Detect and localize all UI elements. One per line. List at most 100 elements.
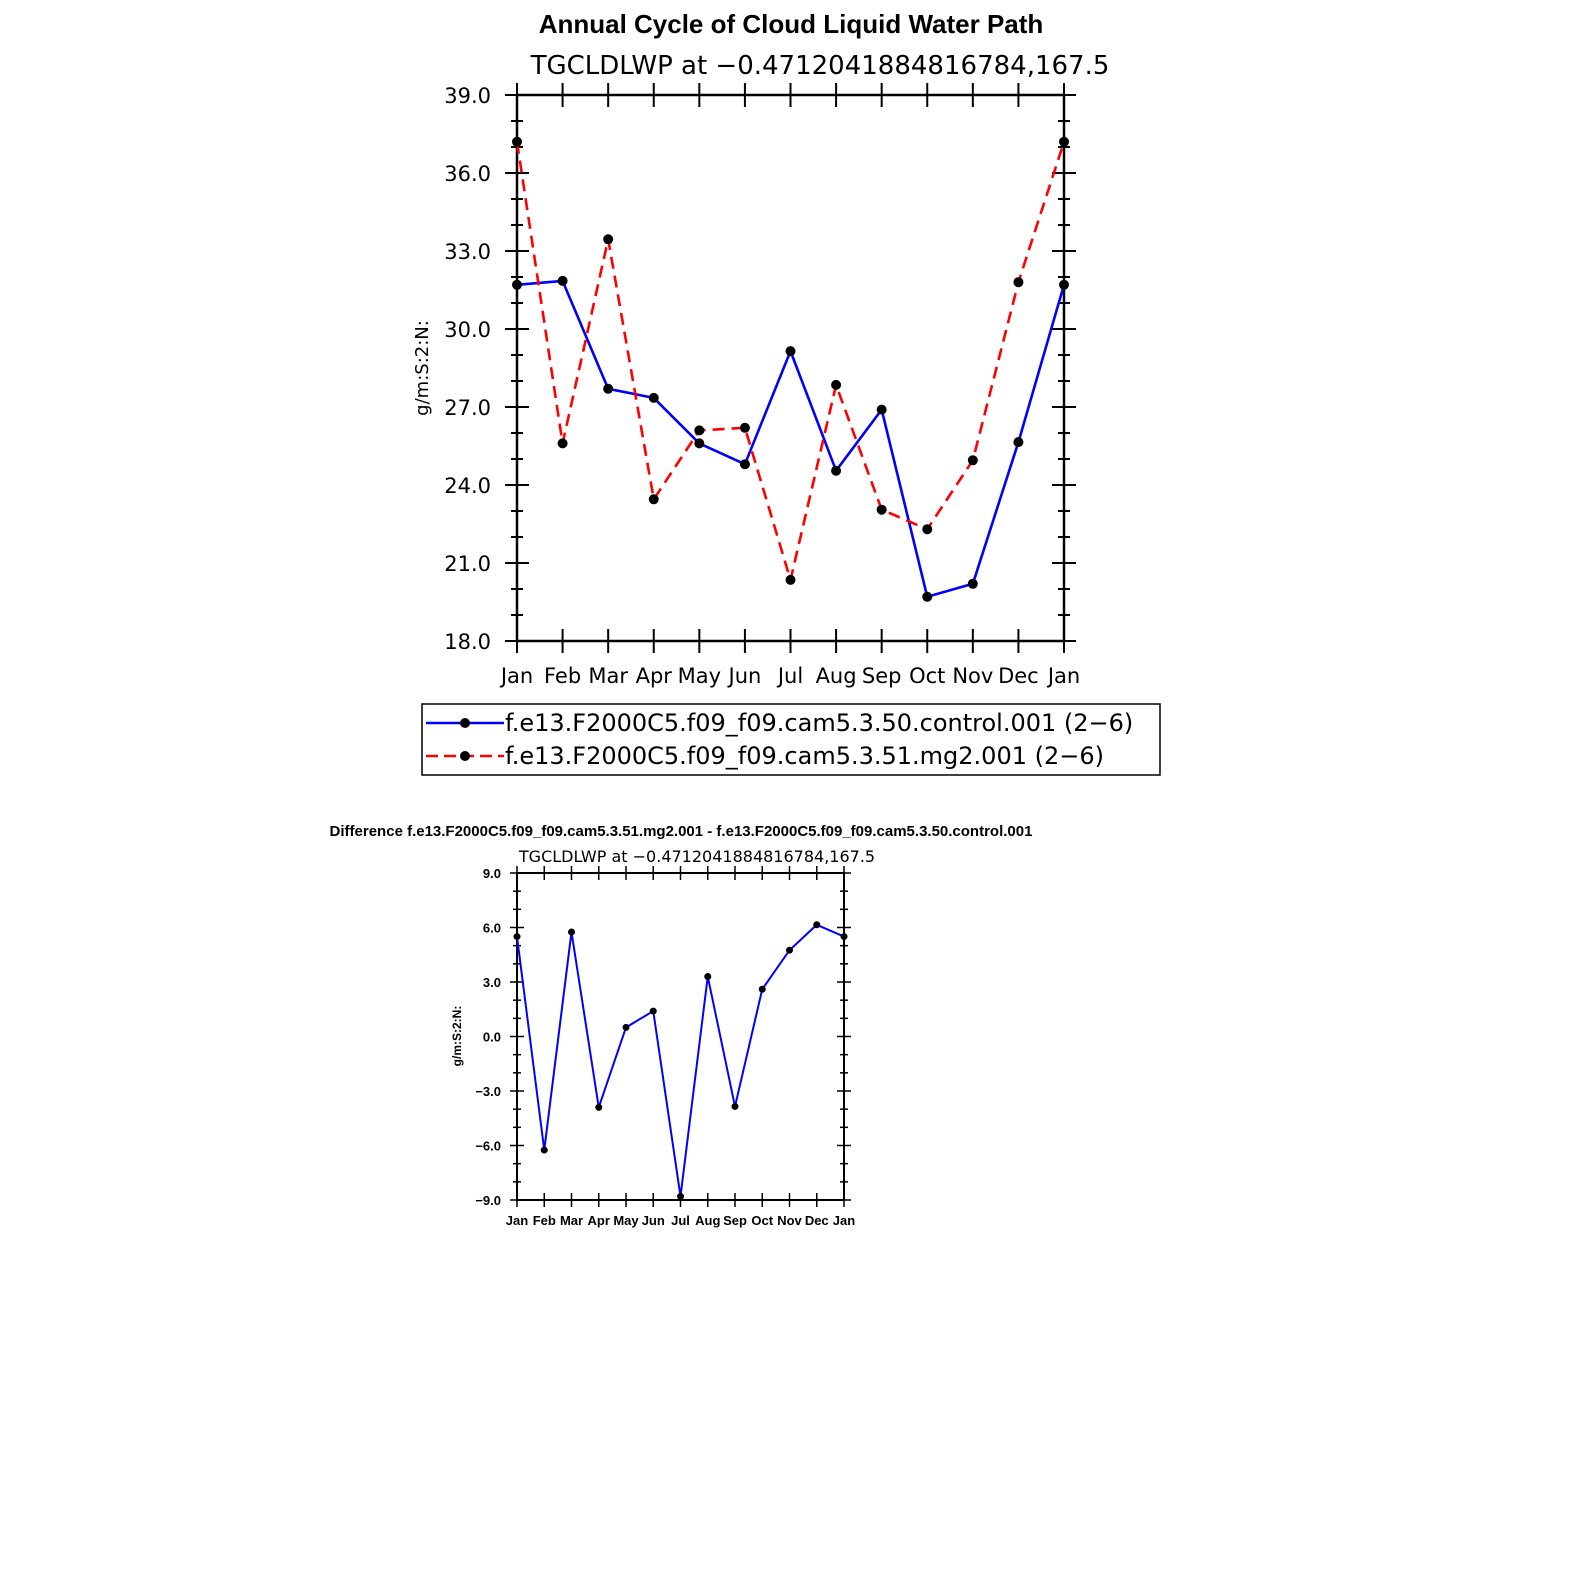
- top-axes: 18.0 21.0 24.0 27.0 30.0 33.0 36.0 39.0 Jan Feb Ma…: [444, 83, 1080, 688]
- diff-x-tick-label: Jun: [642, 1213, 665, 1228]
- diff-chart-title: Difference f.e13.F2000C5.f09_f09.cam5.3.…: [330, 823, 1033, 840]
- x-tick-label: Jun: [727, 664, 762, 688]
- legend-label-control: f.e13.F2000C5.f09_f09.cam5.3.50.control.…: [505, 709, 1133, 737]
- data-point: [876, 404, 887, 415]
- diff-data-point: [595, 1103, 603, 1111]
- y-tick-label: 36.0: [444, 162, 491, 186]
- data-point: [1059, 136, 1069, 147]
- data-point: [876, 504, 887, 515]
- annual-cycle-chart: Annual Cycle of Cloud Liquid Water Path …: [412, 9, 1109, 688]
- diff-x-tick-label: Sep: [723, 1213, 747, 1228]
- diff-data-point: [513, 933, 521, 941]
- x-tick-label: Mar: [588, 664, 628, 688]
- legend-label-mg2: f.e13.F2000C5.f09_f09.cam5.3.51.mg2.001 …: [505, 742, 1104, 770]
- diff-data-point: [540, 1146, 548, 1154]
- diff-x-tick-label: May: [613, 1213, 639, 1228]
- legend-box: [421, 703, 1161, 776]
- top-series: [512, 136, 1069, 602]
- data-point: [1059, 279, 1069, 290]
- data-point: [512, 279, 522, 290]
- data-point: [739, 459, 750, 470]
- diff-y-tick-label: 6.0: [483, 921, 501, 936]
- y-tick-label: 33.0: [444, 240, 491, 264]
- diff-data-point: [649, 1007, 657, 1015]
- diff-data-point: [840, 933, 848, 941]
- diff-plot-frame: [516, 872, 845, 1201]
- series-line-0: [516, 279, 1066, 599]
- data-point: [557, 275, 568, 286]
- difference-chart: Difference f.e13.F2000C5.f09_f09.cam5.3.…: [330, 823, 1033, 1228]
- diff-y-axis-label: g/m:S:2:N:: [450, 1006, 464, 1067]
- data-point: [1013, 437, 1024, 448]
- diff-x-tick-label: Aug: [695, 1213, 720, 1228]
- diff-series-line-0: [516, 923, 845, 1198]
- diff-data-point: [813, 921, 821, 929]
- legend-marker-control: [460, 718, 470, 728]
- diff-data-point: [786, 946, 793, 954]
- diff-data-point: [758, 985, 766, 993]
- diff-data-point: [622, 1023, 630, 1031]
- diff-y-tick-label: 9.0: [483, 866, 501, 881]
- data-point: [603, 234, 614, 245]
- diff-x-tick-label: Apr: [588, 1213, 610, 1228]
- diff-x-tick-label: Oct: [751, 1213, 773, 1228]
- data-point: [648, 392, 659, 403]
- data-point: [603, 383, 614, 394]
- y-tick-label: 21.0: [444, 552, 491, 576]
- data-point: [512, 136, 522, 147]
- y-tick-label: 27.0: [444, 396, 491, 420]
- x-tick-label: Jan: [499, 664, 533, 688]
- data-point: [694, 425, 705, 436]
- diff-data-point: [704, 973, 712, 981]
- data-point: [557, 438, 568, 449]
- x-tick-label: Feb: [544, 664, 581, 688]
- y-tick-label: 30.0: [444, 318, 491, 342]
- diff-y-tick-label: −6.0: [475, 1139, 501, 1154]
- series-line-1: [515, 141, 1066, 582]
- y-tick-label: 24.0: [444, 474, 491, 498]
- diff-chart-subtitle: TGCLDLWP at −0.4712041884816784,167.5: [518, 847, 875, 866]
- data-point: [831, 465, 842, 476]
- y-axis-label: g/m:S:2:N:: [412, 320, 433, 416]
- diff-y-tick-label: −9.0: [475, 1193, 501, 1208]
- data-point: [967, 455, 978, 466]
- diff-x-tick-label: Mar: [560, 1213, 583, 1228]
- x-tick-label: Apr: [636, 664, 673, 688]
- data-point: [922, 524, 933, 535]
- diff-data-point: [677, 1192, 684, 1200]
- diff-x-tick-label: Feb: [533, 1213, 556, 1228]
- data-point: [648, 494, 659, 505]
- diff-series: [513, 921, 848, 1200]
- data-point: [739, 422, 750, 433]
- x-tick-label: May: [678, 664, 721, 688]
- diff-data-point: [568, 928, 575, 936]
- diff-x-tick-label: Jul: [671, 1213, 690, 1228]
- x-tick-label: Aug: [816, 664, 857, 688]
- y-tick-label: 39.0: [444, 84, 491, 108]
- x-tick-label: Sep: [862, 664, 902, 688]
- data-point: [1013, 277, 1024, 288]
- x-tick-label: Jan: [1046, 664, 1080, 688]
- x-tick-label: Dec: [998, 664, 1039, 688]
- data-point: [785, 574, 796, 585]
- data-point: [967, 578, 978, 589]
- y-tick-label: 18.0: [444, 630, 491, 654]
- diff-y-tick-label: 0.0: [483, 1030, 501, 1045]
- x-tick-label: Jul: [776, 664, 803, 688]
- x-tick-label: Oct: [909, 664, 945, 688]
- diff-x-tick-label: Nov: [777, 1213, 802, 1228]
- diff-x-tick-label: Dec: [805, 1213, 829, 1228]
- diff-data-point: [731, 1102, 739, 1110]
- data-point: [785, 346, 796, 357]
- diff-y-tick-label: −3.0: [475, 1084, 501, 1099]
- data-point: [922, 591, 933, 602]
- data-point: [694, 438, 705, 449]
- diff-x-tick-label: Jan: [506, 1213, 528, 1228]
- diff-x-tick-label: Jan: [833, 1213, 855, 1228]
- chart-subtitle: TGCLDLWP at −0.4712041884816784,167.5: [530, 51, 1110, 81]
- x-tick-label: Nov: [952, 664, 993, 688]
- legend-marker-mg2: [460, 751, 470, 761]
- diff-y-tick-label: 3.0: [483, 975, 501, 990]
